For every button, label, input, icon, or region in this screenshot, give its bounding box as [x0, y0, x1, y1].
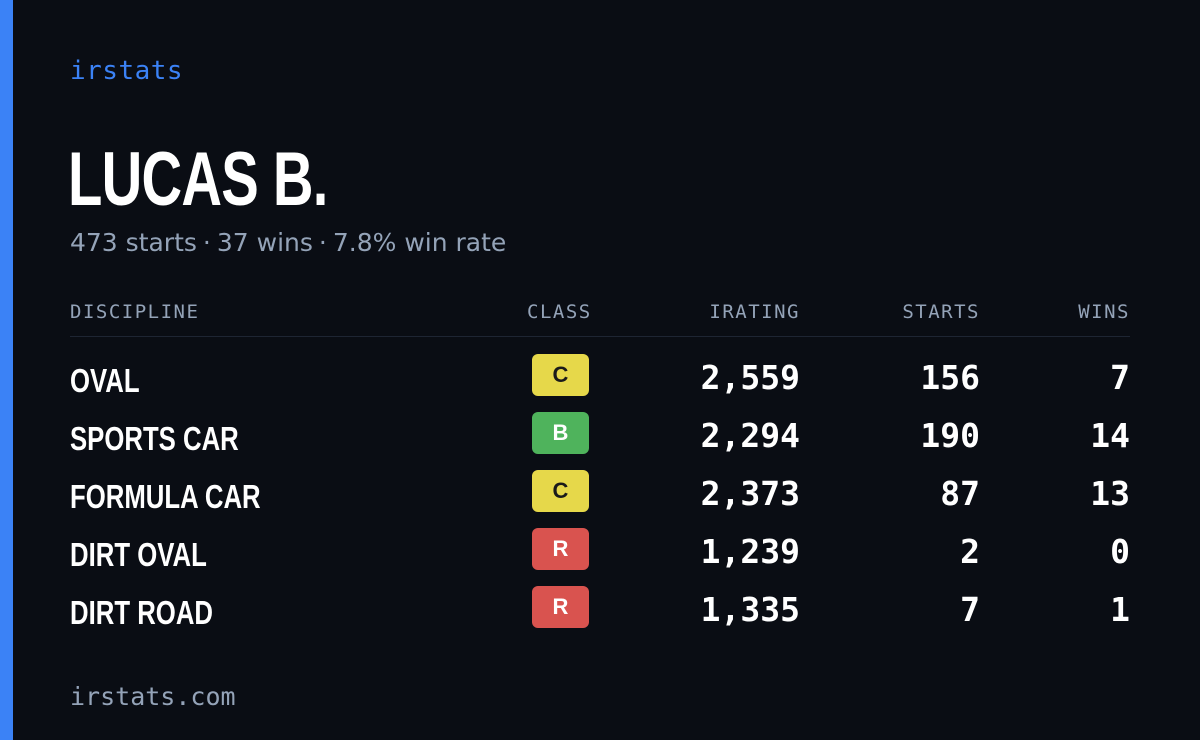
discipline-name: DIRT ROAD: [70, 594, 213, 631]
starts-value: 156: [920, 358, 980, 397]
header-divider: [70, 336, 1130, 337]
discipline-name: OVAL: [70, 362, 140, 399]
header-class: CLASS: [527, 301, 592, 323]
table-row: FORMULA CAR C 2,373 87 13: [0, 470, 1200, 528]
header-starts: STARTS: [902, 301, 980, 323]
license-class-badge: R: [532, 528, 589, 570]
brand-logo[interactable]: irstats: [70, 56, 184, 86]
starts-value: 190: [920, 416, 980, 455]
discipline-name: SPORTS CAR: [70, 420, 239, 457]
driver-name: LUCAS B.: [68, 137, 328, 222]
license-class-badge: R: [532, 586, 589, 628]
irating-value: 2,559: [700, 358, 800, 397]
starts-value: 2: [960, 532, 980, 571]
table-row: SPORTS CAR B 2,294 190 14: [0, 412, 1200, 470]
license-class-badge: C: [532, 354, 589, 396]
table-row: DIRT OVAL R 1,239 2 0: [0, 528, 1200, 586]
header-wins: WINS: [1078, 301, 1130, 323]
summary-separator: ·: [318, 228, 327, 257]
win-rate-summary: 7.8% win rate: [332, 228, 507, 257]
driver-summary: 473 starts · 37 wins · 7.8% win rate: [70, 228, 506, 257]
license-class-badge: B: [532, 412, 589, 454]
wins-value: 7: [1110, 358, 1130, 397]
discipline-name: FORMULA CAR: [70, 478, 261, 515]
irating-value: 1,239: [700, 532, 800, 571]
discipline-name: DIRT OVAL: [70, 536, 207, 573]
license-class-badge: C: [532, 470, 589, 512]
table-row: OVAL C 2,559 156 7: [0, 354, 1200, 412]
wins-value: 0: [1110, 532, 1130, 571]
wins-summary: 37 wins: [216, 228, 313, 257]
irating-value: 2,294: [700, 416, 800, 455]
summary-separator: ·: [202, 228, 211, 257]
wins-value: 1: [1110, 590, 1130, 629]
header-irating: IRATING: [709, 301, 800, 323]
wins-value: 13: [1090, 474, 1130, 513]
irating-value: 1,335: [700, 590, 800, 629]
wins-value: 14: [1090, 416, 1130, 455]
accent-bar: [0, 0, 13, 740]
footer-url[interactable]: irstats.com: [70, 682, 236, 711]
irating-value: 2,373: [700, 474, 800, 513]
table-row: DIRT ROAD R 1,335 7 1: [0, 586, 1200, 644]
starts-summary: 473 starts: [70, 228, 197, 257]
starts-value: 7: [960, 590, 980, 629]
header-discipline: DISCIPLINE: [70, 301, 200, 323]
starts-value: 87: [940, 474, 980, 513]
